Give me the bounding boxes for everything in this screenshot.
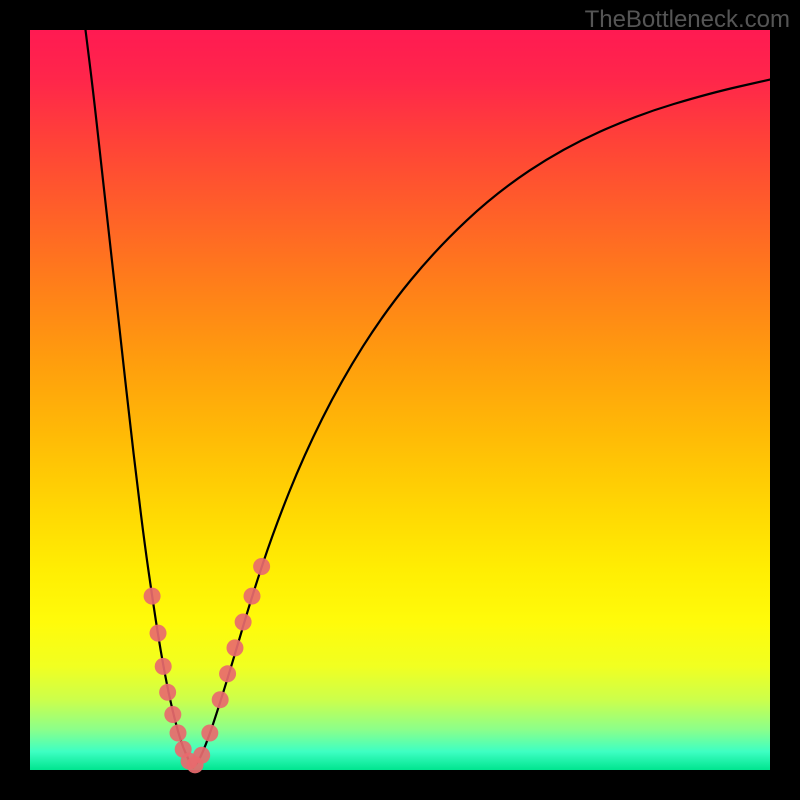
chart-root: TheBottleneck.com	[0, 0, 800, 800]
watermark-text: TheBottleneck.com	[585, 6, 790, 34]
plot-gradient-background	[30, 30, 770, 770]
